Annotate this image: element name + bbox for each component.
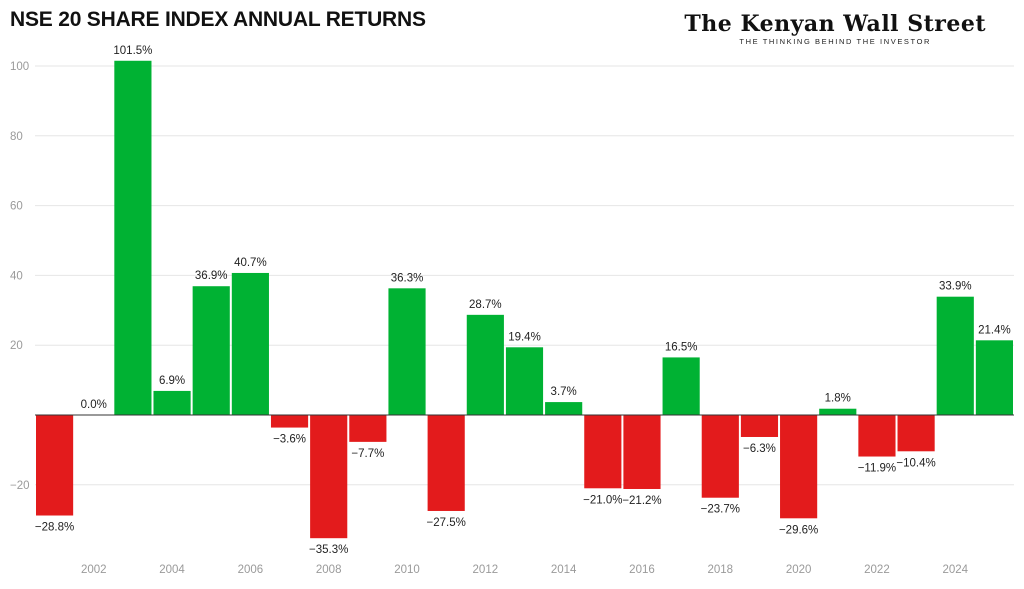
data-label-2005: 36.9% (195, 270, 228, 282)
data-label-2001: −28.8% (35, 522, 74, 534)
data-label-2024: 33.9% (939, 281, 972, 293)
data-label-2025: 21.4% (978, 324, 1011, 336)
bar-2016 (623, 415, 661, 489)
y-tick-label: 40 (10, 270, 23, 282)
bar-2022 (858, 415, 896, 457)
data-label-2003: 101.5% (113, 45, 152, 57)
bar-2010 (388, 288, 426, 415)
logo: The Kenyan Wall Street THE THINKING BEHI… (684, 12, 986, 46)
bar-2024 (936, 296, 974, 415)
data-label-2020: −29.6% (779, 524, 818, 536)
data-label-2015: −21.0% (583, 494, 622, 506)
data-label-2009: −7.7% (351, 448, 384, 460)
logo-tagline: THE THINKING BEHIND THE INVESTOR (739, 37, 932, 46)
data-label-2019: −6.3% (743, 443, 776, 455)
data-label-2012: 28.7% (469, 299, 502, 311)
data-label-2008: −35.3% (309, 544, 348, 556)
x-tick-label: 2016 (629, 564, 655, 576)
x-tick-label: 2020 (786, 564, 812, 576)
bar-2018 (701, 415, 739, 498)
x-tick-label: 2018 (708, 564, 734, 576)
bar-2017 (662, 357, 700, 415)
y-tick-label: 20 (10, 340, 23, 352)
bar-2020 (780, 415, 818, 519)
x-tick-label: 2010 (394, 564, 420, 576)
bar-2008 (310, 415, 348, 539)
y-tick-label: −20 (10, 480, 30, 492)
bar-2009 (349, 415, 387, 442)
bar-2013 (505, 347, 544, 415)
x-tick-label: 2006 (238, 564, 264, 576)
bar-2012 (466, 314, 504, 415)
chart-title: NSE 20 SHARE INDEX ANNUAL RETURNS (10, 8, 426, 31)
logo-text: The Kenyan Wall Street (684, 11, 986, 37)
data-label-2014: 3.7% (551, 386, 577, 398)
data-label-2022: −11.9% (858, 463, 896, 475)
bar-2007 (270, 415, 309, 428)
data-label-2004: 6.9% (159, 375, 185, 387)
data-label-2018: −23.7% (701, 504, 740, 516)
x-tick-label: 2024 (942, 564, 968, 576)
x-tick-label: 2012 (473, 564, 499, 576)
bar-2006 (231, 272, 269, 415)
x-tick-label: 2004 (159, 564, 185, 576)
bar-2004 (153, 390, 191, 415)
data-label-2017: 16.5% (665, 341, 698, 353)
x-tick-label: 2002 (81, 564, 107, 576)
data-label-2010: 36.3% (391, 272, 424, 284)
y-tick-label: 100 (10, 61, 29, 73)
data-label-2011: −27.5% (427, 517, 466, 529)
data-label-2016: −21.2% (622, 495, 661, 507)
x-tick-label: 2008 (316, 564, 342, 576)
bar-2025 (975, 340, 1013, 415)
y-tick-label: 60 (10, 201, 23, 213)
data-label-2023: −10.4% (896, 457, 935, 469)
data-label-2006: 40.7% (234, 257, 267, 269)
bar-2005 (192, 286, 230, 415)
data-label-2021: 1.8% (825, 393, 851, 405)
bar-2019 (740, 415, 779, 437)
bar-2021 (819, 408, 857, 415)
x-tick-label: 2022 (864, 564, 890, 576)
data-label-2013: 19.4% (508, 331, 541, 343)
y-tick-label: 80 (10, 131, 23, 143)
bar-2003 (114, 60, 152, 415)
bar-2015 (584, 415, 622, 489)
bar-2014 (545, 402, 583, 415)
bar-2001 (36, 415, 74, 516)
bar-2011 (427, 415, 465, 511)
x-tick-label: 2014 (551, 564, 577, 576)
bar-2023 (897, 415, 935, 452)
data-label-2002: 0.0% (81, 399, 107, 411)
data-label-2007: −3.6% (273, 434, 306, 446)
